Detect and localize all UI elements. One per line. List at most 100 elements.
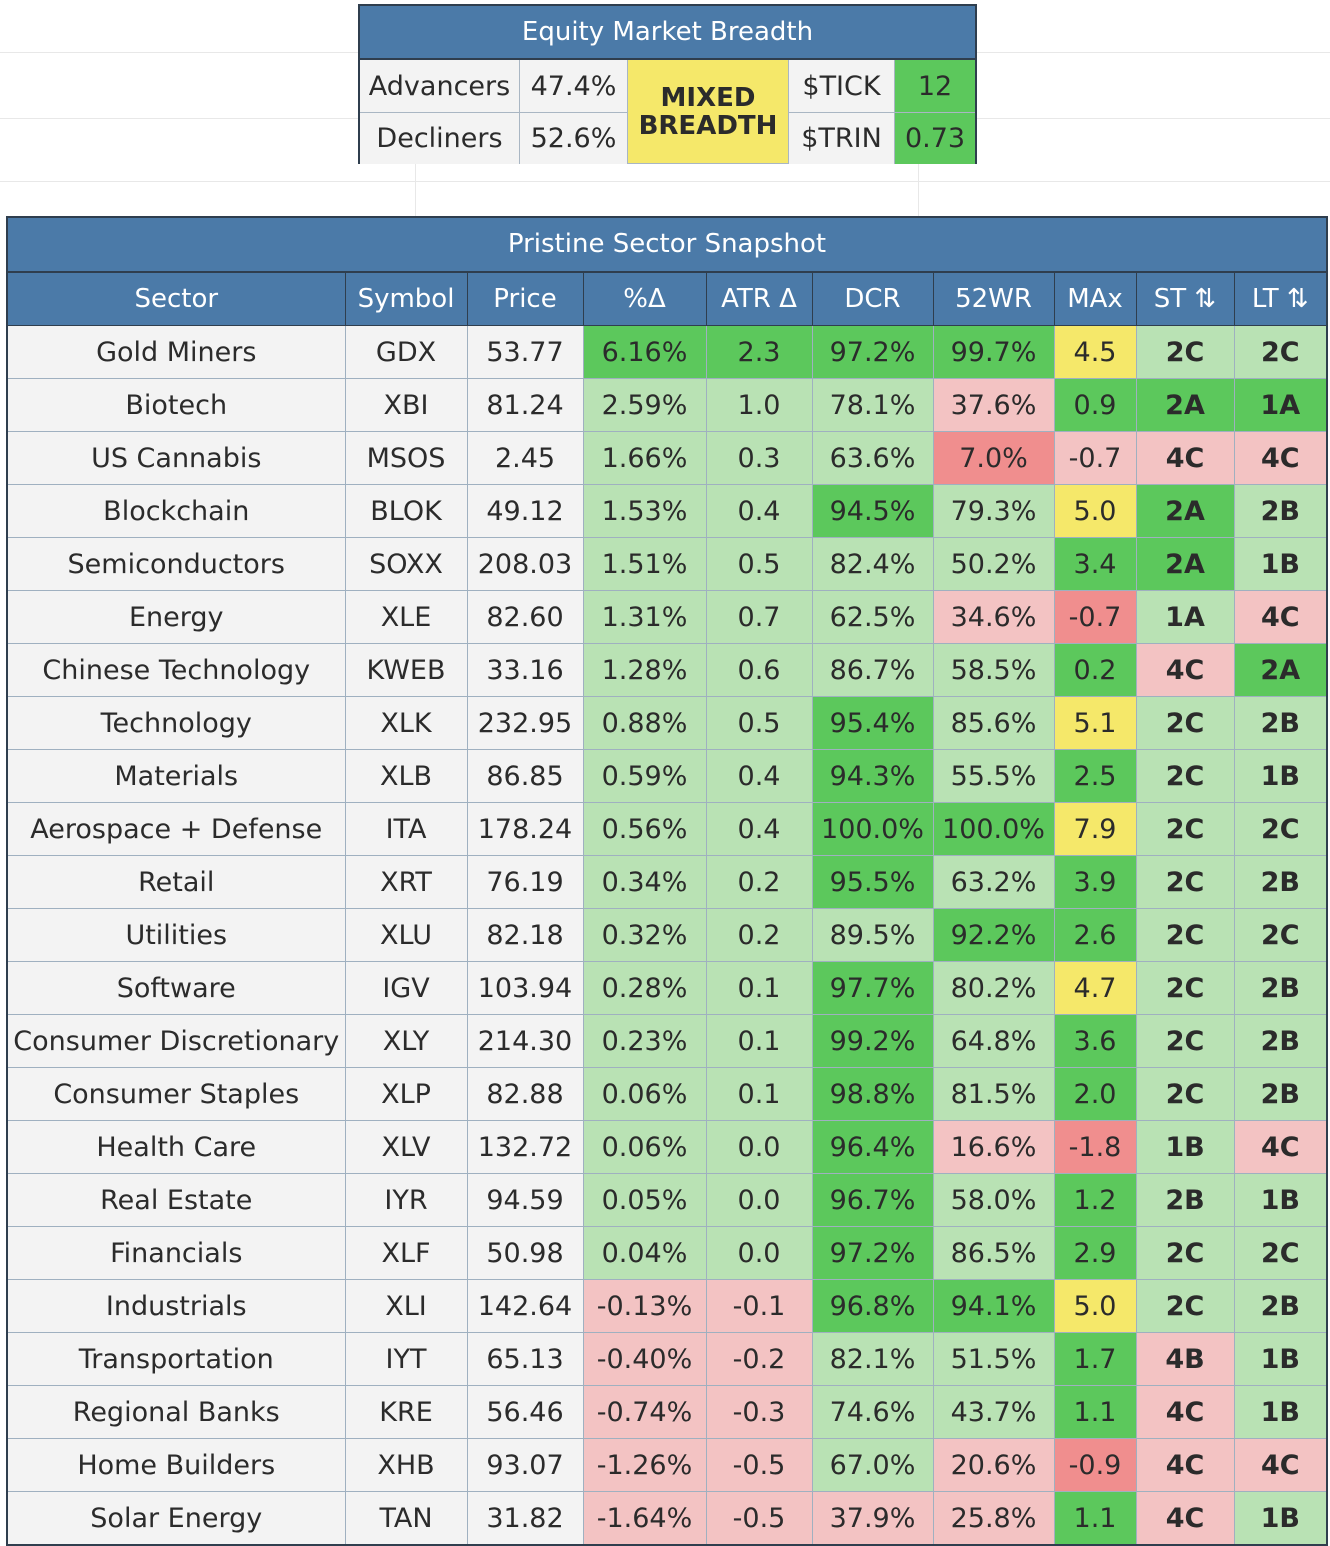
pct-change-cell: 1.51% [582, 537, 707, 591]
col-header-52wr[interactable]: 52WR [932, 272, 1055, 326]
table-row: Health Care XLV 132.72 0.06% 0.0 96.4% 16.6% -1… [8, 1120, 1326, 1174]
table-row: Aerospace + Defense ITA 178.24 0.56% 0.4 100.… [8, 802, 1326, 856]
st-trend-cell: 2B [1135, 1173, 1235, 1227]
col-header-lt[interactable]: LT ⇅ [1233, 272, 1326, 326]
symbol-cell: ITA [344, 802, 468, 856]
table-header-row: Sector Symbol Price %Δ ATR Δ DCR 52WR MA… [8, 272, 1326, 326]
breadth-status-line1: MIXED [660, 82, 756, 113]
dcr-cell: 62.5% [811, 590, 934, 644]
symbol-cell: IYT [344, 1332, 468, 1386]
col-header-price[interactable]: Price [466, 272, 584, 326]
dcr-cell: 67.0% [811, 1438, 934, 1492]
atr-change-cell: -0.3 [705, 1385, 813, 1439]
52wr-cell: 55.5% [932, 749, 1055, 803]
max-cell: 2.9 [1053, 1226, 1137, 1280]
col-header-st[interactable]: ST ⇅ [1135, 272, 1235, 326]
dcr-cell: 96.4% [811, 1120, 934, 1174]
max-cell: 0.2 [1053, 643, 1137, 697]
symbol-cell: XLK [344, 696, 468, 750]
symbol-cell: IYR [344, 1173, 468, 1227]
52wr-cell: 25.8% [932, 1491, 1055, 1544]
advancers-value: 47.4% [520, 60, 628, 113]
max-cell: 5.1 [1053, 696, 1137, 750]
symbol-cell: TAN [344, 1491, 468, 1544]
max-cell: -0.9 [1053, 1438, 1137, 1492]
atr-change-cell: 0.3 [705, 431, 813, 485]
price-cell: 94.59 [466, 1173, 584, 1227]
price-cell: 2.45 [466, 431, 584, 485]
tick-label: $TICK [789, 60, 895, 113]
atr-change-cell: 0.1 [705, 1014, 813, 1068]
table-row: Gold Miners GDX 53.77 6.16% 2.3 97.2% 99.7% 4.5… [8, 325, 1326, 379]
52wr-cell: 50.2% [932, 537, 1055, 591]
col-header-sector[interactable]: Sector [8, 272, 346, 326]
sector-name-cell: Transportation [8, 1332, 346, 1386]
st-trend-cell: 2C [1135, 802, 1235, 856]
atr-change-cell: 0.2 [705, 908, 813, 962]
max-cell: 3.4 [1053, 537, 1137, 591]
sector-table: Sector Symbol Price %Δ ATR Δ DCR 52WR MA… [8, 272, 1326, 1544]
lt-trend-cell: 1B [1233, 1385, 1326, 1439]
52wr-cell: 37.6% [932, 378, 1055, 432]
lt-trend-cell: 2B [1233, 855, 1326, 909]
table-row: Semiconductors SOXX 208.03 1.51% 0.5 82.4% 50.… [8, 537, 1326, 591]
price-cell: 82.18 [466, 908, 584, 962]
price-cell: 33.16 [466, 643, 584, 697]
grid-line [415, 164, 416, 216]
col-header-symbol[interactable]: Symbol [344, 272, 468, 326]
max-cell: 2.0 [1053, 1067, 1137, 1121]
symbol-cell: XLF [344, 1226, 468, 1280]
52wr-cell: 16.6% [932, 1120, 1055, 1174]
dcr-cell: 78.1% [811, 378, 934, 432]
price-cell: 103.94 [466, 961, 584, 1015]
pct-change-cell: 0.06% [582, 1067, 707, 1121]
price-cell: 82.60 [466, 590, 584, 644]
col-header-max[interactable]: MAx [1053, 272, 1137, 326]
dcr-cell: 96.8% [811, 1279, 934, 1333]
table-row: Solar Energy TAN 31.82 -1.64% -0.5 37.9% 25.8%… [8, 1491, 1326, 1544]
table-row: Regional Banks KRE 56.46 -0.74% -0.3 74.6% 43.… [8, 1385, 1326, 1439]
st-trend-cell: 4C [1135, 643, 1235, 697]
col-header-dcr[interactable]: DCR [811, 272, 934, 326]
pct-change-cell: -0.74% [582, 1385, 707, 1439]
lt-trend-cell: 2C [1233, 802, 1326, 856]
advancers-label: Advancers [360, 60, 520, 113]
atr-change-cell: 0.4 [705, 484, 813, 538]
52wr-cell: 92.2% [932, 908, 1055, 962]
st-trend-cell: 4B [1135, 1332, 1235, 1386]
atr-change-cell: 0.0 [705, 1120, 813, 1174]
price-cell: 86.85 [466, 749, 584, 803]
sector-name-cell: Industrials [8, 1279, 346, 1333]
sector-name-cell: Materials [8, 749, 346, 803]
dcr-cell: 82.4% [811, 537, 934, 591]
snapshot-title: Pristine Sector Snapshot [8, 218, 1326, 272]
lt-trend-cell: 2B [1233, 696, 1326, 750]
lt-trend-cell: 1B [1233, 1332, 1326, 1386]
52wr-cell: 58.5% [932, 643, 1055, 697]
lt-trend-cell: 1B [1233, 1491, 1326, 1544]
st-trend-cell: 2C [1135, 325, 1235, 379]
pct-change-cell: 0.23% [582, 1014, 707, 1068]
price-cell: 53.77 [466, 325, 584, 379]
dcr-cell: 98.8% [811, 1067, 934, 1121]
lt-trend-cell: 2C [1233, 1226, 1326, 1280]
dcr-cell: 96.7% [811, 1173, 934, 1227]
price-cell: 232.95 [466, 696, 584, 750]
lt-trend-cell: 4C [1233, 590, 1326, 644]
symbol-cell: KRE [344, 1385, 468, 1439]
atr-change-cell: -0.2 [705, 1332, 813, 1386]
grid-line [977, 118, 1330, 119]
price-cell: 132.72 [466, 1120, 584, 1174]
max-cell: -1.8 [1053, 1120, 1137, 1174]
pct-change-cell: 0.88% [582, 696, 707, 750]
table-row: Consumer Discretionary XLY 214.30 0.23% 0.1 9… [8, 1014, 1326, 1068]
dcr-cell: 99.2% [811, 1014, 934, 1068]
atr-change-cell: 0.4 [705, 802, 813, 856]
st-trend-cell: 2C [1135, 1014, 1235, 1068]
pct-change-cell: 6.16% [582, 325, 707, 379]
col-header-pct-change[interactable]: %Δ [582, 272, 707, 326]
symbol-cell: BLOK [344, 484, 468, 538]
52wr-cell: 100.0% [932, 802, 1055, 856]
table-row: Home Builders XHB 93.07 -1.26% -0.5 67.0% 20.6… [8, 1438, 1326, 1492]
col-header-atr-change[interactable]: ATR Δ [705, 272, 813, 326]
